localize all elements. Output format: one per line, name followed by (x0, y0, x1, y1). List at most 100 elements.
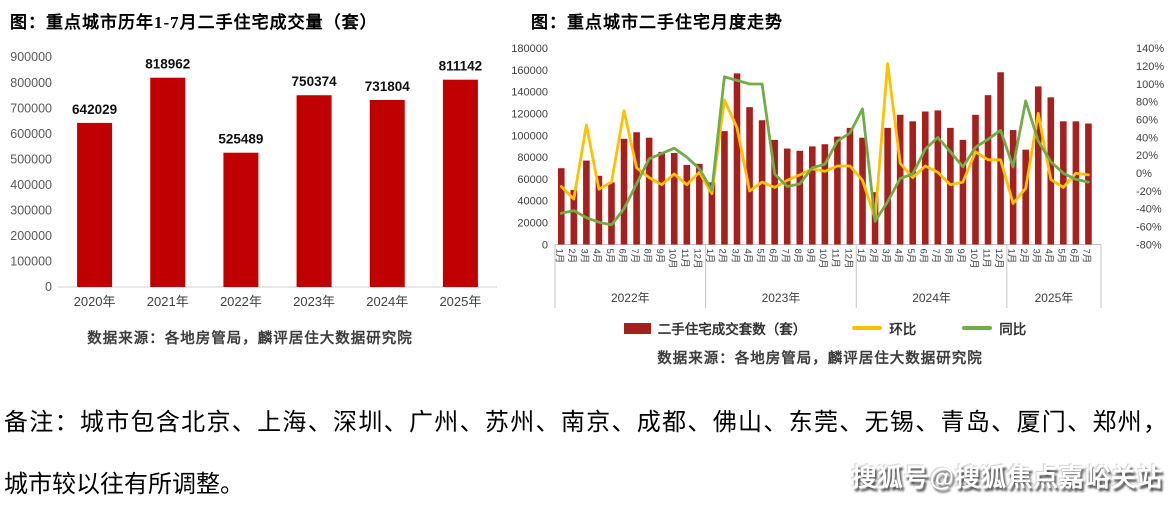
watermark-text: 搜狐号@搜狐焦点嘉峪关站 (851, 464, 1163, 492)
svg-text:7月: 7月 (629, 249, 640, 264)
svg-text:-80%: -80% (1136, 239, 1162, 251)
svg-text:2月: 2月 (566, 249, 577, 264)
footnote-line-1: 备注：城市包含北京、上海、深圳、广州、苏州、南京、成都、佛山、东莞、无锡、青岛、… (4, 410, 1167, 436)
svg-text:40000: 40000 (517, 196, 548, 208)
svg-text:811142: 811142 (439, 59, 483, 74)
svg-text:2025年: 2025年 (1035, 291, 1074, 305)
combo-chart-legend: 二手住宅成交套数（套） 环比 同比 (540, 318, 1110, 338)
svg-text:2月: 2月 (717, 249, 728, 264)
bar-series-swatch (623, 322, 651, 334)
svg-text:10月: 10月 (667, 249, 678, 269)
svg-text:12月: 12月 (993, 249, 1004, 269)
svg-text:8月: 8月 (792, 249, 803, 264)
left-chart-title: 图：重点城市历年1-7月二手住宅成交量（套） (10, 13, 378, 32)
svg-text:2021年: 2021年 (147, 294, 189, 309)
svg-text:600000: 600000 (10, 127, 52, 141)
svg-text:10月: 10月 (817, 249, 828, 269)
svg-text:11月: 11月 (679, 249, 690, 268)
svg-text:3月: 3月 (880, 249, 891, 264)
svg-text:818962: 818962 (145, 57, 190, 72)
svg-text:140000: 140000 (511, 87, 548, 99)
svg-text:20%: 20% (1136, 150, 1158, 162)
svg-text:4月: 4月 (892, 249, 903, 264)
svg-text:12月: 12月 (692, 249, 703, 269)
svg-text:900000: 900000 (10, 50, 52, 64)
svg-text:4月: 4月 (591, 249, 602, 264)
svg-text:7月: 7月 (930, 249, 941, 264)
svg-text:1月: 1月 (855, 249, 866, 264)
svg-text:6月: 6月 (767, 249, 778, 264)
svg-text:100000: 100000 (511, 130, 548, 142)
svg-text:3月: 3月 (1031, 249, 1042, 264)
svg-text:750374: 750374 (292, 74, 338, 89)
svg-text:7月: 7月 (1081, 249, 1092, 264)
svg-text:3月: 3月 (729, 249, 740, 264)
legend-item-bars: 二手住宅成交套数（套） (623, 318, 807, 338)
footnote: 备注：城市包含北京、上海、深圳、广州、苏州、南京、成都、佛山、东莞、无锡、青岛、… (4, 392, 1167, 508)
svg-text:10月: 10月 (968, 249, 979, 269)
svg-text:2023年: 2023年 (293, 294, 335, 309)
svg-text:8月: 8月 (641, 249, 652, 264)
annual-bar-chart: 0 100000 200000 300000 400000 500000 600000 700… (10, 50, 497, 309)
svg-text:9月: 9月 (654, 249, 665, 264)
svg-text:400000: 400000 (10, 178, 52, 192)
footnote-line-2: 城市较以往有所调整。 (4, 472, 244, 498)
svg-text:0%: 0% (1136, 168, 1152, 180)
svg-text:300000: 300000 (10, 204, 52, 218)
svg-text:40%: 40% (1136, 132, 1158, 144)
svg-text:5月: 5月 (1056, 249, 1067, 264)
svg-text:7月: 7月 (780, 249, 791, 264)
svg-text:160000: 160000 (511, 65, 548, 77)
svg-text:2023年: 2023年 (762, 291, 801, 305)
svg-text:0: 0 (45, 280, 52, 294)
mom-line-swatch (852, 326, 883, 330)
left-chart-source: 数据来源：各地房管局，麟评居住大数据研究院 (87, 331, 413, 347)
svg-text:4月: 4月 (1043, 249, 1054, 264)
svg-text:1月: 1月 (554, 249, 565, 264)
svg-text:6月: 6月 (616, 249, 627, 264)
right-chart-title: 图：重点城市二手住宅月度走势 (531, 13, 783, 32)
svg-text:9月: 9月 (805, 249, 816, 264)
svg-text:1月: 1月 (704, 249, 715, 264)
svg-text:6月: 6月 (1068, 249, 1079, 264)
svg-text:2020年: 2020年 (74, 294, 116, 309)
svg-text:120%: 120% (1136, 61, 1164, 73)
svg-text:11月: 11月 (980, 249, 991, 268)
svg-text:-60%: -60% (1136, 221, 1162, 233)
legend-label-bars: 二手住宅成交套数（套） (657, 322, 807, 337)
svg-text:-20%: -20% (1136, 186, 1162, 198)
svg-text:5月: 5月 (754, 249, 765, 264)
svg-text:6月: 6月 (918, 249, 929, 264)
svg-text:100%: 100% (1136, 79, 1164, 91)
monthly-combo-chart: 0 20000 40000 60000 80000 100000 120000 140000 1… (511, 43, 1164, 308)
svg-text:525489: 525489 (218, 132, 263, 147)
svg-text:80%: 80% (1136, 97, 1158, 109)
svg-text:2024年: 2024年 (912, 291, 951, 305)
svg-text:2025年: 2025年 (439, 294, 481, 309)
legend-label-yoy: 同比 (999, 322, 1027, 337)
svg-text:2022年: 2022年 (220, 294, 262, 309)
svg-text:9月: 9月 (955, 249, 966, 264)
svg-text:2024年: 2024年 (366, 294, 408, 309)
svg-text:700000: 700000 (10, 101, 52, 115)
svg-text:642029: 642029 (72, 102, 117, 117)
legend-label-mom: 环比 (889, 322, 917, 337)
svg-text:8月: 8月 (943, 249, 954, 264)
svg-text:60000: 60000 (517, 174, 548, 186)
svg-text:0: 0 (542, 239, 548, 251)
svg-text:3月: 3月 (579, 249, 590, 264)
svg-text:2022年: 2022年 (611, 291, 650, 305)
svg-text:-40%: -40% (1136, 204, 1162, 216)
svg-text:120000: 120000 (511, 109, 548, 121)
svg-text:800000: 800000 (10, 76, 52, 90)
svg-text:2月: 2月 (867, 249, 878, 264)
svg-text:5月: 5月 (905, 249, 916, 264)
svg-text:4月: 4月 (742, 249, 753, 264)
right-chart-source: 数据来源：各地房管局，麟评居住大数据研究院 (657, 351, 983, 367)
svg-text:180000: 180000 (511, 43, 548, 55)
svg-text:2月: 2月 (1018, 249, 1029, 264)
svg-text:80000: 80000 (517, 152, 548, 164)
svg-text:5月: 5月 (604, 249, 615, 264)
svg-text:500000: 500000 (10, 152, 52, 166)
